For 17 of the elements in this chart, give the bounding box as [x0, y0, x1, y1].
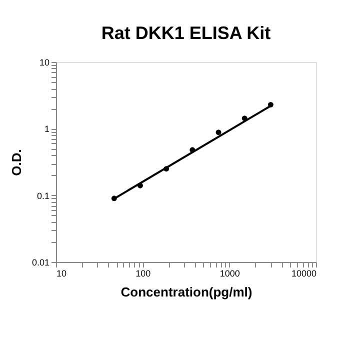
- y-tick-label: 0.01: [32, 258, 50, 268]
- y-tick-label: 0.1: [36, 190, 50, 201]
- x-tick-label: 1000: [220, 268, 240, 278]
- y-axis-title: O.D.: [8, 149, 24, 176]
- point: [216, 130, 222, 136]
- y-tick-label: 10: [39, 58, 50, 68]
- point: [268, 102, 274, 108]
- chart-title: Rat DKK1 ELISA Kit: [101, 23, 271, 43]
- point: [111, 196, 117, 202]
- x-tick-label: 10000: [291, 268, 316, 278]
- x-axis-title: Concentration(pg/ml): [120, 284, 252, 300]
- x-tick-label: 100: [136, 268, 151, 278]
- y-tick-label: 1: [44, 124, 50, 134]
- point: [242, 116, 248, 122]
- point: [190, 147, 196, 153]
- point: [164, 166, 170, 172]
- x-tick-label: 10: [56, 268, 67, 278]
